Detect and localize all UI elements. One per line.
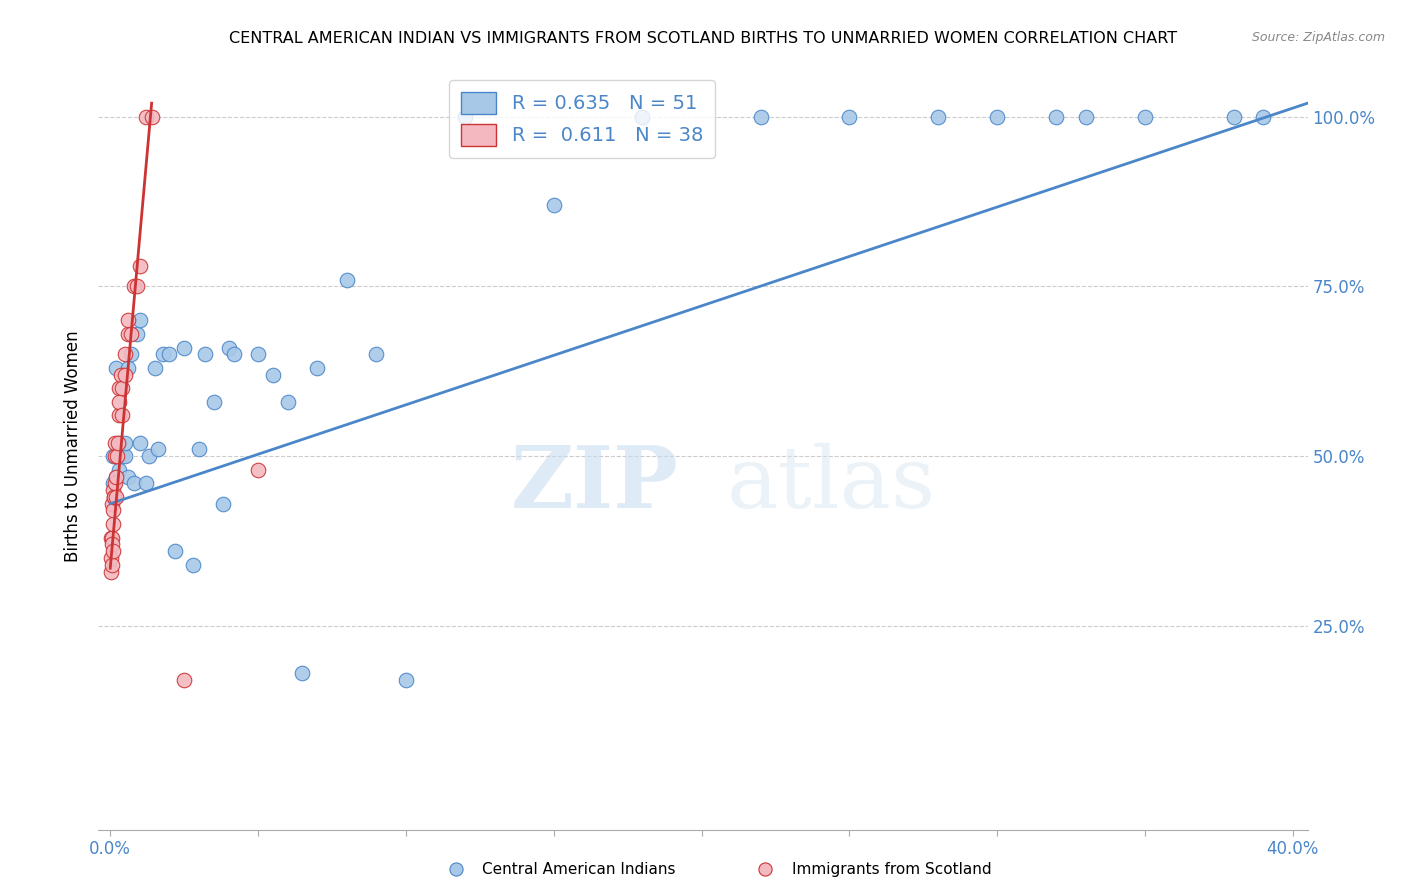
Point — [128, 259, 150, 273]
Point — [104, 476, 127, 491]
Point — [100, 565, 122, 579]
Point — [103, 449, 125, 463]
Point — [117, 469, 139, 483]
Text: CENTRAL AMERICAN INDIAN VS IMMIGRANTS FROM SCOTLAND BIRTHS TO UNMARRIED WOMEN CO: CENTRAL AMERICAN INDIAN VS IMMIGRANTS FR… — [229, 31, 1177, 46]
Point — [100, 497, 122, 511]
Point — [101, 558, 124, 572]
Legend: R = 0.635   N = 51, R =  0.611   N = 38: R = 0.635 N = 51, R = 0.611 N = 38 — [450, 79, 714, 158]
Point — [111, 381, 134, 395]
Point — [247, 347, 270, 361]
Point — [120, 326, 142, 341]
Point — [202, 395, 225, 409]
Point — [114, 347, 136, 361]
Point — [152, 347, 174, 361]
Point — [173, 673, 195, 688]
Point — [262, 368, 284, 382]
Point — [749, 110, 772, 124]
Point — [165, 544, 187, 558]
Point — [1133, 110, 1156, 124]
Point — [122, 476, 145, 491]
Point — [128, 435, 150, 450]
Point — [146, 442, 169, 457]
Text: ZIP: ZIP — [510, 442, 679, 526]
Point — [103, 476, 125, 491]
Point — [114, 435, 136, 450]
Point — [138, 449, 160, 463]
Text: Immigrants from Scotland: Immigrants from Scotland — [792, 863, 991, 877]
Point — [114, 368, 136, 382]
Point — [100, 531, 122, 545]
Point — [117, 360, 139, 375]
Point — [105, 360, 128, 375]
Point — [181, 558, 204, 572]
Point — [1251, 110, 1274, 124]
Point — [100, 551, 122, 566]
Point — [103, 490, 125, 504]
Point — [105, 469, 128, 483]
Point — [143, 360, 166, 375]
Point — [103, 503, 125, 517]
Point — [543, 198, 565, 212]
Point — [444, 862, 467, 876]
Point — [100, 531, 122, 545]
Point — [157, 347, 180, 361]
Point — [194, 347, 217, 361]
Y-axis label: Births to Unmarried Women: Births to Unmarried Women — [65, 330, 83, 562]
Point — [104, 435, 127, 450]
Point — [111, 409, 134, 423]
Point — [173, 341, 195, 355]
Point — [291, 666, 314, 681]
Point — [122, 279, 145, 293]
Point — [218, 341, 240, 355]
Point — [986, 110, 1008, 124]
Point — [107, 435, 129, 450]
Point — [187, 442, 209, 457]
Point — [117, 326, 139, 341]
Point — [395, 673, 418, 688]
Point — [110, 368, 132, 382]
Point — [104, 449, 127, 463]
Point — [838, 110, 860, 124]
Point — [1222, 110, 1244, 124]
Point — [1074, 110, 1097, 124]
Point — [277, 395, 299, 409]
Point — [128, 313, 150, 327]
Point — [454, 110, 477, 124]
Point — [101, 544, 124, 558]
Point — [307, 360, 329, 375]
Point — [135, 110, 157, 124]
Point — [101, 537, 124, 551]
Point — [108, 435, 131, 450]
Point — [105, 469, 128, 483]
Point — [105, 449, 128, 463]
Point — [111, 449, 134, 463]
Point — [120, 347, 142, 361]
Point — [754, 862, 776, 876]
Point — [125, 279, 148, 293]
Point — [103, 517, 125, 532]
Point — [247, 463, 270, 477]
Point — [108, 395, 131, 409]
Point — [141, 110, 163, 124]
Point — [927, 110, 949, 124]
Point — [114, 449, 136, 463]
Point — [108, 409, 131, 423]
Text: atlas: atlas — [727, 442, 936, 526]
Text: Source: ZipAtlas.com: Source: ZipAtlas.com — [1251, 31, 1385, 45]
Point — [117, 313, 139, 327]
Point — [105, 490, 128, 504]
Text: Central American Indians: Central American Indians — [482, 863, 676, 877]
Point — [108, 381, 131, 395]
Point — [103, 490, 125, 504]
Point — [366, 347, 388, 361]
Point — [103, 483, 125, 497]
Point — [211, 497, 233, 511]
Point — [135, 476, 157, 491]
Point — [108, 463, 131, 477]
Point — [1045, 110, 1067, 124]
Point — [631, 110, 654, 124]
Point — [336, 273, 359, 287]
Point — [224, 347, 246, 361]
Point — [125, 326, 148, 341]
